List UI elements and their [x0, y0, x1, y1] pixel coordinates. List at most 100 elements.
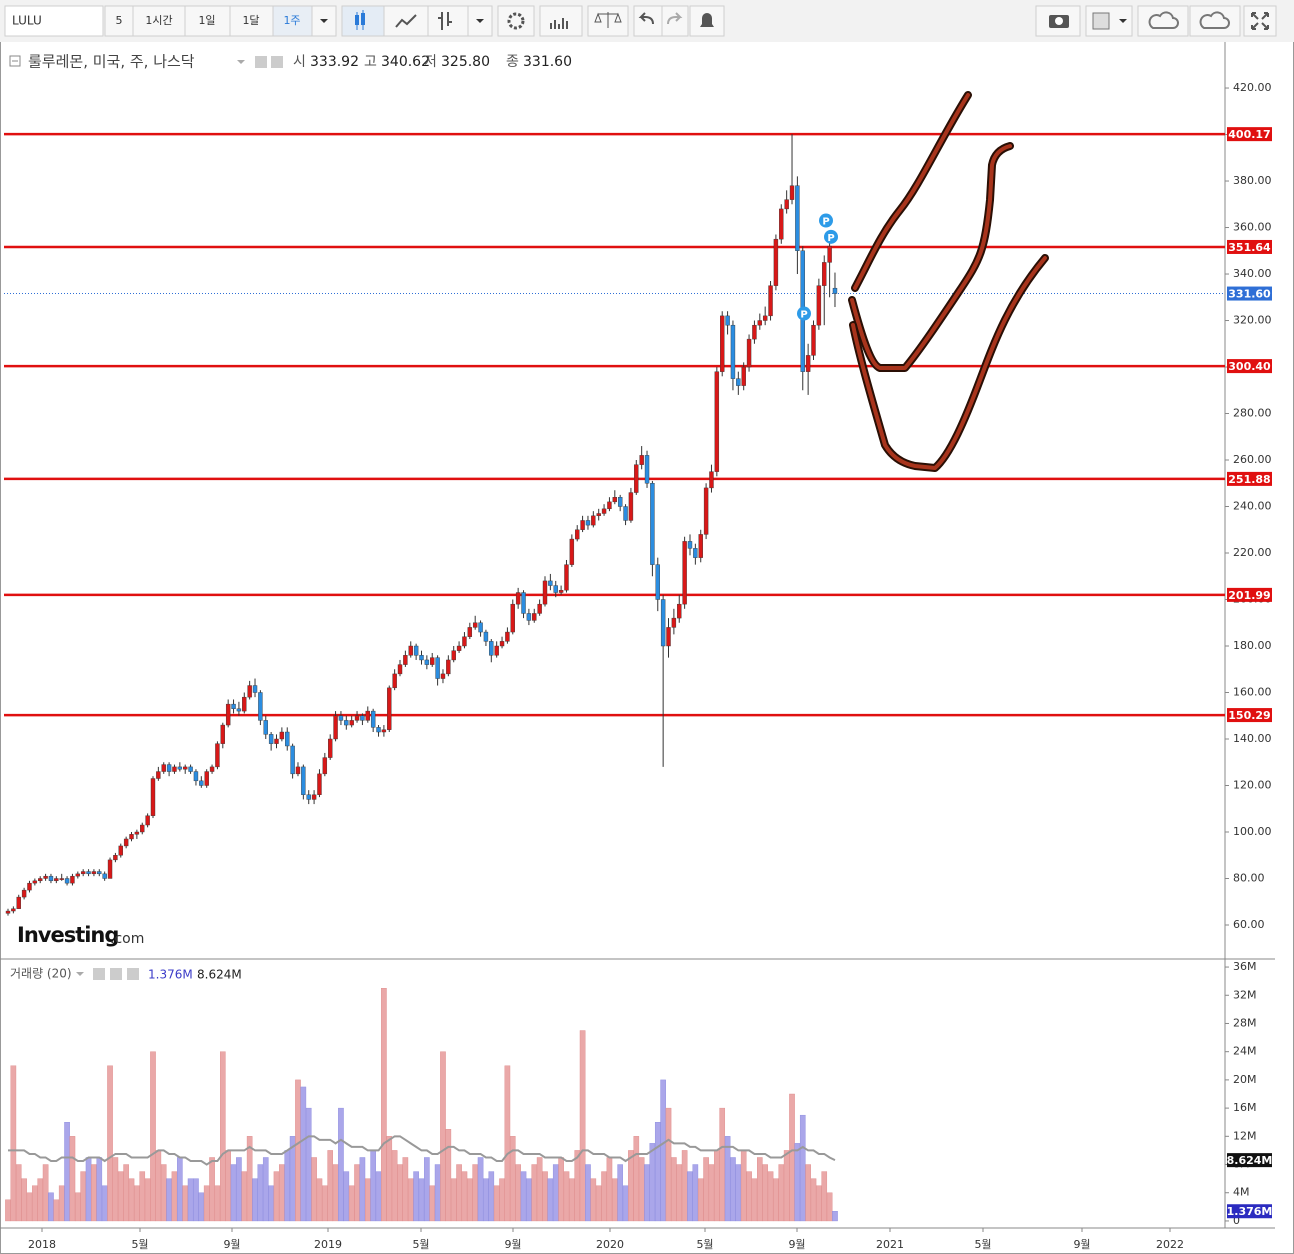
- candle-body: [376, 727, 381, 733]
- candle-body: [91, 871, 97, 875]
- candle-body: [242, 696, 247, 712]
- candle-body: [510, 603, 515, 633]
- candle-body: [542, 580, 548, 605]
- volume-bar: [198, 1192, 205, 1222]
- candle-body: [32, 880, 38, 884]
- volume-tick-label: 16M: [1233, 1101, 1257, 1114]
- candle-body: [521, 592, 526, 614]
- volume-bar: [504, 1065, 511, 1222]
- volume-bar: [225, 1150, 231, 1222]
- volume-bar: [10, 1065, 17, 1222]
- volume-bar: [644, 1164, 650, 1222]
- volume-bar: [101, 1185, 108, 1222]
- volume-bar: [134, 1185, 140, 1222]
- volume-bar: [660, 1079, 666, 1222]
- y-tick-label: 140.00: [1233, 732, 1272, 745]
- candle-body: [467, 627, 473, 637]
- button[interactable]: [132, 5, 186, 37]
- level-tag: [1227, 239, 1272, 254]
- volume-bar: [316, 1178, 323, 1222]
- volume-bar: [295, 1079, 301, 1222]
- candle-body: [693, 548, 698, 558]
- cloud-load[interactable]: [1137, 5, 1189, 37]
- dropdown[interactable]: [467, 5, 493, 37]
- volume-bar: [574, 1150, 581, 1222]
- caret: [237, 60, 245, 64]
- volume-bar: [187, 1178, 194, 1222]
- candle-body: [660, 599, 666, 647]
- candle-body: [472, 622, 478, 628]
- watermark-suffix: .com: [110, 931, 144, 947]
- candle-body: [333, 715, 338, 740]
- icon: [355, 15, 359, 25]
- interval[interactable]: 5: [116, 14, 123, 27]
- settings[interactable]: [497, 5, 535, 37]
- candle-body: [21, 889, 27, 898]
- volume-bar: [268, 1185, 274, 1222]
- candle-body: [97, 871, 102, 875]
- volume-bar: [692, 1164, 699, 1222]
- candle-body: [392, 673, 397, 689]
- volume-bar: [327, 1150, 334, 1222]
- candle-body: [225, 703, 231, 726]
- volume-bar: [552, 1164, 559, 1222]
- button[interactable]: [184, 5, 231, 37]
- button-label[interactable]: 1달: [242, 14, 259, 27]
- button[interactable]: [229, 5, 274, 37]
- redo[interactable]: [661, 5, 689, 37]
- candle-body: [102, 873, 107, 879]
- toolbar: LULU 5 1시간 1일 1달 1주: [0, 0, 1294, 42]
- level-tag: [1227, 587, 1272, 602]
- volume-bar: [305, 1107, 312, 1222]
- candle-body: [548, 580, 553, 586]
- candle-body: [145, 815, 150, 826]
- button-label[interactable]: 1일: [198, 13, 215, 27]
- studies[interactable]: [539, 5, 583, 37]
- volume-ma: [8, 1135, 836, 1166]
- symbol[interactable]: LULU: [12, 14, 42, 28]
- volume-bar: [203, 1185, 210, 1222]
- icon: [361, 13, 365, 25]
- collapse-icon[interactable]: [9, 55, 21, 67]
- readout-value: 340.62: [381, 54, 430, 70]
- candle-body: [446, 659, 451, 675]
- x-tick-label: 9월: [504, 1238, 521, 1251]
- volume-bar: [236, 1157, 242, 1222]
- stroke: [853, 93, 970, 290]
- volume-bar: [58, 1185, 65, 1222]
- candle-body: [118, 845, 123, 856]
- volume-bar: [628, 1150, 634, 1222]
- volume-bar: [617, 1164, 623, 1222]
- line-type[interactable]: [383, 5, 429, 37]
- button-active[interactable]: [272, 5, 313, 37]
- candle-body: [440, 673, 446, 679]
- x-tick-label: 9월: [788, 1238, 805, 1251]
- volume-title: 거래량 (20): [10, 967, 72, 981]
- button-label[interactable]: 1주: [283, 14, 300, 27]
- volume-bar: [230, 1164, 237, 1222]
- volume-ma-tag: [1227, 1153, 1272, 1168]
- volume-bar: [252, 1178, 258, 1222]
- fullscreen[interactable]: [1243, 5, 1277, 37]
- level-tag-label: 150.29: [1228, 709, 1270, 722]
- icon: [507, 12, 525, 30]
- candle-body: [177, 766, 183, 770]
- volume-bar: [332, 1164, 339, 1222]
- symbol-box[interactable]: [4, 5, 104, 37]
- candle-body: [279, 731, 285, 740]
- last-price-label: 331.60: [1228, 288, 1271, 301]
- cloud-save[interactable]: [1189, 5, 1241, 37]
- candle-body: [811, 324, 816, 356]
- volume-bar: [219, 1051, 226, 1222]
- volume-bar: [5, 1199, 11, 1222]
- volume-bar: [671, 1157, 677, 1222]
- interval-box[interactable]: [104, 5, 134, 37]
- candle-body: [762, 315, 768, 321]
- undo[interactable]: [633, 5, 663, 37]
- volume-bar: [649, 1143, 656, 1222]
- button-label[interactable]: 1시간: [145, 14, 172, 27]
- volume-bar: [805, 1164, 811, 1222]
- candle-body: [263, 720, 268, 735]
- volume-bar: [499, 1178, 505, 1222]
- icon: [271, 56, 283, 68]
